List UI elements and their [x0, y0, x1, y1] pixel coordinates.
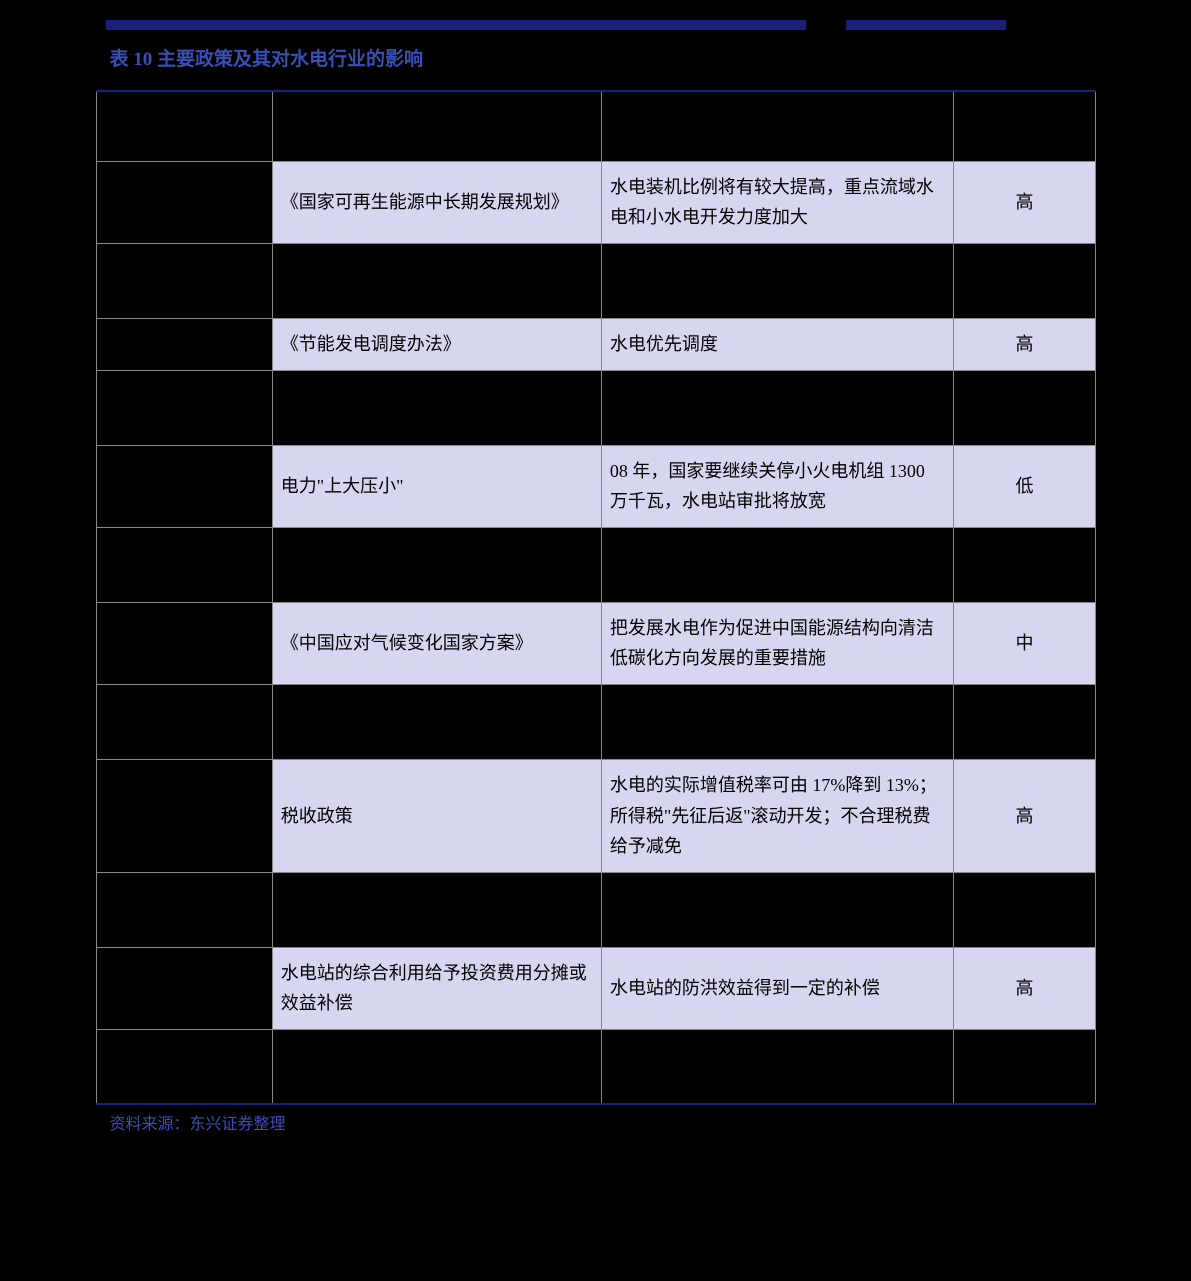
cell-policy — [272, 527, 601, 602]
table-row-spacer — [96, 243, 1095, 318]
cell-policy — [272, 684, 601, 759]
bar-1 — [106, 20, 806, 30]
cell-policy — [272, 370, 601, 445]
cell-policy — [272, 872, 601, 947]
table-row-spacer — [96, 872, 1095, 947]
cell-policy: 水电站的综合利用给予投资费用分摊或效益补偿 — [272, 947, 601, 1029]
cell-impact — [601, 527, 954, 602]
cell-impact: 水电装机比例将有较大提高，重点流域水电和小水电开发力度加大 — [601, 161, 954, 243]
cell-impact — [601, 243, 954, 318]
cell-date — [96, 602, 272, 684]
cell-level — [954, 1029, 1095, 1104]
table-body: 《国家可再生能源中长期发展规划》水电装机比例将有较大提高，重点流域水电和小水电开… — [96, 161, 1095, 1104]
cell-policy: 《节能发电调度办法》 — [272, 318, 601, 370]
cell-level — [954, 527, 1095, 602]
table-row: 电力"上大压小"08 年，国家要继续关停小火电机组 1300 万千瓦，水电站审批… — [96, 445, 1095, 527]
cell-policy — [272, 243, 601, 318]
cell-impact: 水电的实际增值税率可由 17%降到 13%；所得税"先征后返"滚动开发；不合理税… — [601, 759, 954, 872]
policy-table: 《国家可再生能源中长期发展规划》水电装机比例将有较大提高，重点流域水电和小水电开… — [96, 90, 1096, 1105]
cell-date — [96, 947, 272, 1029]
cell-impact — [601, 1029, 954, 1104]
cell-policy — [272, 1029, 601, 1104]
cell-date — [96, 684, 272, 759]
cell-level — [954, 684, 1095, 759]
cell-date — [96, 759, 272, 872]
cell-date — [96, 872, 272, 947]
cell-date — [96, 370, 272, 445]
table-row-spacer — [96, 684, 1095, 759]
table-row: 《中国应对气候变化国家方案》把发展水电作为促进中国能源结构向清洁低碳化方向发展的… — [96, 602, 1095, 684]
cell-level: 中 — [954, 602, 1095, 684]
cell-date — [96, 445, 272, 527]
cell-impact: 水电站的防洪效益得到一定的补偿 — [601, 947, 954, 1029]
table-row: 税收政策水电的实际增值税率可由 17%降到 13%；所得税"先征后返"滚动开发；… — [96, 759, 1095, 872]
cell-impact — [601, 370, 954, 445]
cell-level: 低 — [954, 445, 1095, 527]
table-row-spacer — [96, 1029, 1095, 1104]
bar-2 — [846, 20, 1006, 30]
table-row: 《国家可再生能源中长期发展规划》水电装机比例将有较大提高，重点流域水电和小水电开… — [96, 161, 1095, 243]
cell-level — [954, 243, 1095, 318]
cell-impact — [601, 872, 954, 947]
table-row-spacer — [96, 527, 1095, 602]
cell-policy: 《中国应对气候变化国家方案》 — [272, 602, 601, 684]
table-row: 《节能发电调度办法》水电优先调度高 — [96, 318, 1095, 370]
header-row — [96, 91, 1095, 161]
table-title: 表 10 主要政策及其对水电行业的影响 — [110, 36, 1096, 90]
cell-impact: 水电优先调度 — [601, 318, 954, 370]
cell-level — [954, 872, 1095, 947]
cell-level: 高 — [954, 947, 1095, 1029]
cell-level: 高 — [954, 318, 1095, 370]
cell-policy: 税收政策 — [272, 759, 601, 872]
cell-policy: 电力"上大压小" — [272, 445, 601, 527]
cell-impact — [601, 684, 954, 759]
header-impact — [601, 91, 954, 161]
cell-date — [96, 527, 272, 602]
cell-policy: 《国家可再生能源中长期发展规划》 — [272, 161, 601, 243]
cell-date — [96, 1029, 272, 1104]
cell-impact: 把发展水电作为促进中国能源结构向清洁低碳化方向发展的重要措施 — [601, 602, 954, 684]
cell-date — [96, 318, 272, 370]
cell-level: 高 — [954, 161, 1095, 243]
cell-impact: 08 年，国家要继续关停小火电机组 1300 万千瓦，水电站审批将放宽 — [601, 445, 954, 527]
cell-level: 高 — [954, 759, 1095, 872]
cell-level — [954, 370, 1095, 445]
cell-date — [96, 161, 272, 243]
header-date — [96, 91, 272, 161]
header-policy — [272, 91, 601, 161]
decorative-bars — [106, 20, 1096, 30]
data-source: 资料来源：东兴证券整理 — [110, 1105, 1096, 1144]
table-row-spacer — [96, 370, 1095, 445]
cell-date — [96, 243, 272, 318]
header-level — [954, 91, 1095, 161]
table-row: 水电站的综合利用给予投资费用分摊或效益补偿水电站的防洪效益得到一定的补偿高 — [96, 947, 1095, 1029]
